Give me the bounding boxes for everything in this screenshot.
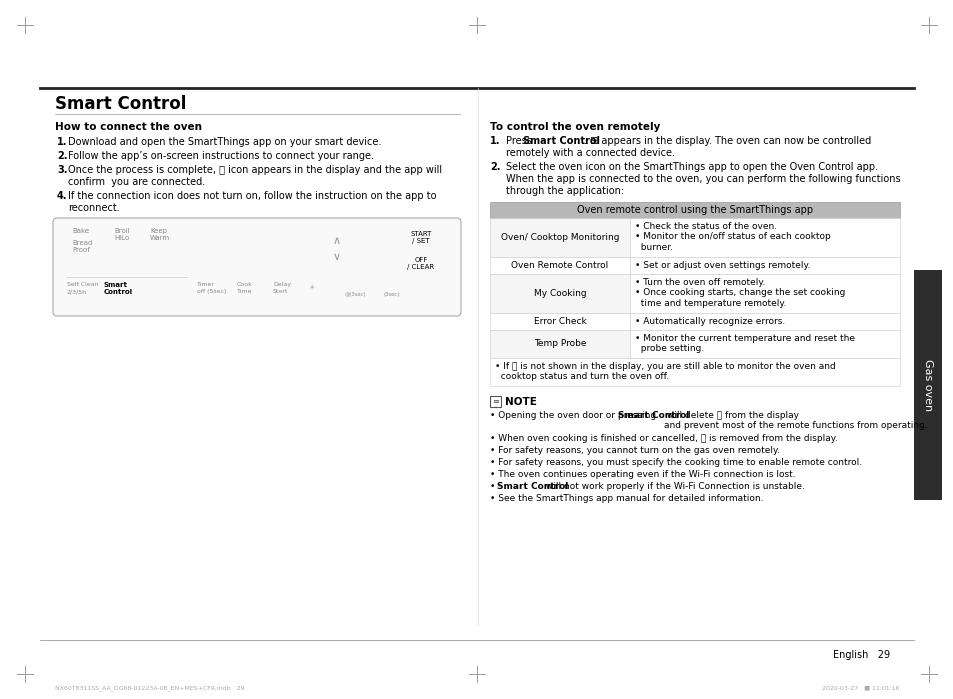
Bar: [396, 226, 444, 248]
Text: 2.: 2.: [490, 162, 500, 172]
Text: To control the oven remotely: To control the oven remotely: [490, 122, 659, 132]
Text: @(3sec): @(3sec): [344, 292, 365, 297]
Text: HiLo: HiLo: [113, 235, 129, 241]
Text: • If ⭳ is not shown in the display, you are still able to monitor the oven and
 : • If ⭳ is not shown in the display, you …: [495, 362, 835, 382]
Text: Delay: Delay: [273, 282, 291, 287]
Bar: [490, 396, 500, 407]
Text: Bread: Bread: [71, 240, 92, 246]
Text: Warm: Warm: [150, 235, 170, 241]
Text: (3sec): (3sec): [383, 292, 399, 297]
Text: Smart Control: Smart Control: [497, 482, 568, 491]
Text: ∧: ∧: [333, 236, 341, 246]
Bar: [396, 252, 444, 274]
Text: Error Check: Error Check: [533, 317, 586, 326]
Bar: [490, 358, 899, 386]
Text: Smart: Smart: [104, 282, 128, 288]
Text: • For safety reasons, you cannot turn on the gas oven remotely.: • For safety reasons, you cannot turn on…: [490, 446, 780, 455]
Bar: [913, 270, 941, 500]
Text: How to connect the oven: How to connect the oven: [55, 122, 202, 132]
Text: My Cooking: My Cooking: [533, 289, 586, 298]
Text: English   29: English 29: [832, 650, 889, 660]
Bar: [490, 274, 629, 313]
Bar: [490, 313, 629, 330]
Text: Timer: Timer: [196, 282, 214, 287]
Text: • Turn the oven off remotely.
• Once cooking starts, change the set cooking
  ti: • Turn the oven off remotely. • Once coo…: [635, 278, 844, 308]
Text: remotely with a connected device.: remotely with a connected device.: [505, 148, 675, 158]
Text: • Automatically recognize errors.: • Automatically recognize errors.: [635, 317, 784, 326]
Text: 1.: 1.: [490, 136, 500, 146]
Text: NX60T8311SS_AA_DG68-01223A-08_EN+MES+CFR.indb   29: NX60T8311SS_AA_DG68-01223A-08_EN+MES+CFR…: [55, 685, 244, 691]
Bar: [196, 227, 296, 272]
Text: Smart Control: Smart Control: [522, 136, 599, 146]
Text: Download and open the SmartThings app on your smart device.: Download and open the SmartThings app on…: [68, 137, 381, 147]
Text: 3.: 3.: [57, 165, 68, 175]
Text: NOTE: NOTE: [504, 397, 537, 407]
Bar: [490, 257, 629, 274]
Text: Temp Probe: Temp Probe: [533, 340, 586, 349]
Text: 2/3/5h: 2/3/5h: [67, 289, 87, 294]
Text: 1.: 1.: [57, 137, 68, 147]
Text: Bake: Bake: [71, 228, 89, 234]
Text: 2020-03-27   ■ 11:01:16: 2020-03-27 ■ 11:01:16: [821, 685, 899, 690]
Text: • The oven continues operating even if the Wi-Fi connection is lost.: • The oven continues operating even if t…: [490, 470, 795, 479]
Bar: [629, 218, 899, 257]
Text: •: •: [490, 482, 497, 491]
Text: Smart Control: Smart Control: [55, 95, 186, 113]
Text: Oven/ Cooktop Monitoring: Oven/ Cooktop Monitoring: [500, 233, 618, 242]
Bar: [629, 330, 899, 358]
FancyBboxPatch shape: [53, 218, 460, 316]
Text: • Opening the oven door or pressing: • Opening the oven door or pressing: [490, 411, 659, 420]
Text: will not work properly if the Wi-Fi Connection is unstable.: will not work properly if the Wi-Fi Conn…: [542, 482, 804, 491]
Text: Oven remote control using the SmartThings app: Oven remote control using the SmartThing…: [577, 205, 812, 215]
Bar: [490, 330, 629, 358]
Bar: [490, 202, 899, 218]
Text: ☀: ☀: [309, 285, 314, 291]
Text: • Check the status of the oven.
• Monitor the on/off status of each cooktop
  bu: • Check the status of the oven. • Monito…: [635, 222, 830, 252]
Text: Cook: Cook: [236, 282, 253, 287]
Text: OFF
/ CLEAR: OFF / CLEAR: [407, 257, 435, 270]
Text: off (5sec): off (5sec): [196, 289, 226, 294]
Text: Start: Start: [273, 289, 288, 294]
Text: • Monitor the current temperature and reset the
  probe setting.: • Monitor the current temperature and re…: [635, 334, 854, 354]
Bar: [629, 274, 899, 313]
Bar: [629, 313, 899, 330]
Text: 4.: 4.: [57, 191, 68, 201]
Text: through the application:: through the application:: [505, 186, 623, 196]
Text: . ⊞ appears in the display. The oven can now be controlled: . ⊞ appears in the display. The oven can…: [583, 136, 870, 146]
Text: ∨: ∨: [333, 252, 341, 262]
Text: • When oven cooking is finished or cancelled, ⭳ is removed from the display.: • When oven cooking is finished or cance…: [490, 434, 837, 443]
Text: ≡: ≡: [492, 397, 498, 406]
Bar: [629, 257, 899, 274]
Text: Gas oven: Gas oven: [923, 359, 932, 411]
Text: • For safety reasons, you must specify the cooking time to enable remote control: • For safety reasons, you must specify t…: [490, 458, 862, 467]
Text: Press: Press: [505, 136, 535, 146]
Text: Smart Control: Smart Control: [618, 411, 688, 420]
Text: Keep: Keep: [150, 228, 167, 234]
Text: START
/ SET: START / SET: [410, 231, 432, 243]
Text: 2.: 2.: [57, 151, 68, 161]
Text: If the connection icon does not turn on, follow the instruction on the app to
re: If the connection icon does not turn on,…: [68, 191, 436, 212]
Text: Follow the app’s on-screen instructions to connect your range.: Follow the app’s on-screen instructions …: [68, 151, 374, 161]
Text: Once the process is complete, ⩳ icon appears in the display and the app will
con: Once the process is complete, ⩳ icon app…: [68, 165, 441, 187]
Text: Broil: Broil: [113, 228, 130, 234]
Text: Oven Remote Control: Oven Remote Control: [511, 261, 608, 270]
Text: Time: Time: [236, 289, 253, 294]
Text: Self Clean: Self Clean: [67, 282, 98, 287]
Text: will delete ⭳ from the display
and prevent most of the remote functions from ope: will delete ⭳ from the display and preve…: [663, 411, 926, 431]
Text: Select the oven icon on the SmartThings app to open the Oven Control app.: Select the oven icon on the SmartThings …: [505, 162, 877, 172]
Bar: [490, 218, 629, 257]
Text: • See the SmartThings app manual for detailed information.: • See the SmartThings app manual for det…: [490, 494, 762, 503]
Text: Proof: Proof: [71, 247, 90, 253]
Text: When the app is connected to the oven, you can perform the following functions: When the app is connected to the oven, y…: [505, 174, 900, 184]
Text: Control: Control: [104, 289, 133, 295]
Text: • Set or adjust oven settings remotely.: • Set or adjust oven settings remotely.: [635, 261, 810, 270]
